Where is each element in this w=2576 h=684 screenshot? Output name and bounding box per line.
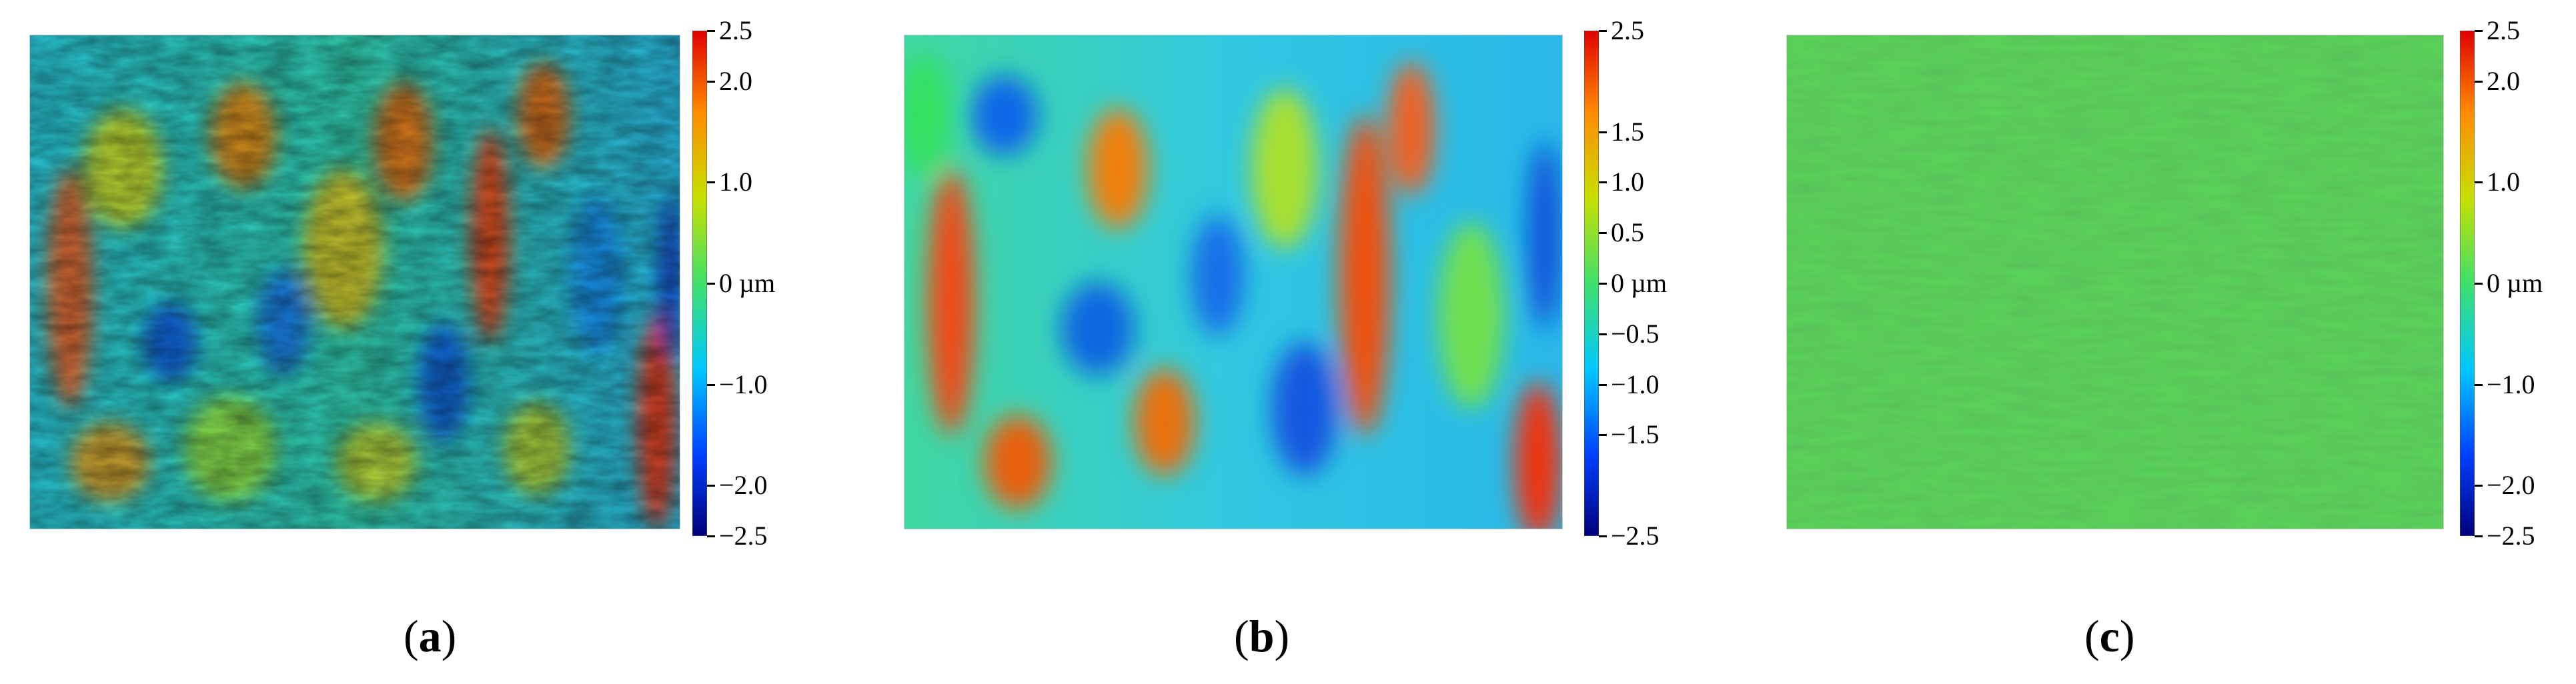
colorbar-tick-mark [707,181,715,184]
colorbar-tick-label: 2.0 [719,65,752,96]
colorbar-tick-mark [707,535,715,537]
panel-label-c: (c) [2084,611,2135,661]
colorbar-tick-label: −0.5 [1611,318,1660,349]
panel-label-b: (b) [1234,611,1290,661]
colorbar-tick-label: −1.0 [719,369,768,399]
height-map-b [904,35,1563,529]
colorbar-tick-label: −1.0 [1611,369,1660,399]
colorbar-tick-label: 1.5 [1611,116,1644,147]
colorbar-tick-label: −2.0 [2487,470,2535,501]
colorbar-tick-label: 0.5 [1611,217,1644,248]
panel-c: 2.5 2.0 1.0 0 µm −1.0 −2.0 −2.5 (c) [1721,0,2576,684]
colorbar-tick-mark [2475,383,2483,386]
colorbar-tick-label: −2.5 [2487,521,2535,551]
colorbar-tick-label: 2.0 [2487,65,2520,96]
colorbar-tick-mark [1599,283,1607,285]
colorbar-tick-label: 0 µm [2487,268,2543,298]
panel-b: 2.5 1.5 1.0 0.5 0 µm −0.5 −1.0 −1.5 −2.5 (b) [854,0,1721,684]
colorbar-tick-mark [2475,80,2483,83]
colorbar-tick-label: 2.5 [719,15,752,45]
colorbar-tick-label: −2.0 [719,470,768,501]
colorbar-tick-label: 1.0 [1611,167,1644,197]
colorbar-tick-label: 1.0 [719,167,752,197]
colorbar-tick-mark [1599,30,1607,32]
colorbar-tick-label: −2.5 [719,521,768,551]
colorbar-tick-mark [1599,434,1607,437]
colorbar-c [2460,31,2475,536]
colorbar-tick-mark [707,383,715,386]
colorbar-tick-label: −2.5 [1611,521,1660,551]
colorbar-tick-label: −1.0 [2487,369,2535,399]
colorbar-a [692,31,707,536]
colorbar-tick-label: 1.0 [2487,167,2520,197]
colorbar-tick-mark [2475,181,2483,184]
colorbar-tick-mark [2475,485,2483,487]
colorbar-tick-mark [707,283,715,285]
colorbar-tick-mark [2475,535,2483,537]
colorbar-tick-label: 2.5 [1611,15,1644,45]
colorbar-tick-mark [1599,333,1607,335]
colorbar-tick-mark [707,30,715,32]
colorbar-tick-mark [2475,283,2483,285]
colorbar-tick-label: −1.5 [1611,419,1660,450]
height-map-a [29,35,680,529]
colorbar-tick-mark [707,485,715,487]
colorbar-tick-mark [1599,131,1607,133]
height-map-c [1786,35,2444,529]
colorbar-b [1584,31,1599,536]
colorbar-tick-label: 0 µm [1611,268,1668,298]
colorbar-tick-mark [1599,181,1607,184]
colorbar-tick-label: 2.5 [2487,15,2520,45]
panel-label-a: (a) [404,611,457,661]
colorbar-tick-label: 0 µm [719,268,776,298]
colorbar-tick-mark [1599,535,1607,537]
colorbar-tick-mark [2475,30,2483,32]
panel-a: 2.5 2.0 1.0 0 µm −1.0 −2.0 −2.5 (a) [0,0,854,684]
colorbar-tick-mark [1599,383,1607,386]
colorbar-tick-mark [1599,232,1607,235]
colorbar-tick-mark [707,80,715,83]
